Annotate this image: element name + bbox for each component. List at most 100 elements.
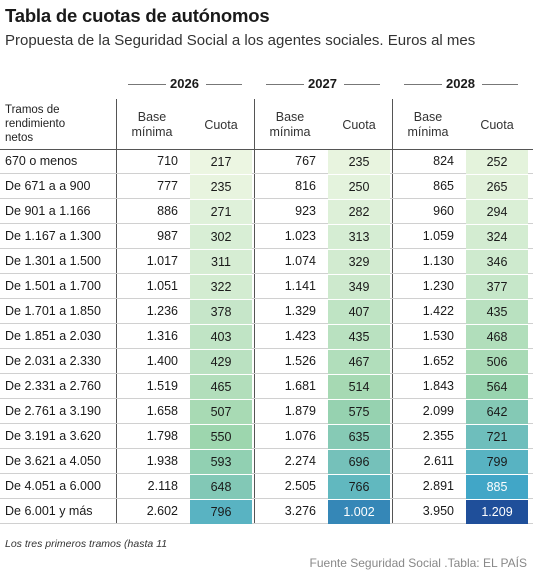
base-minima-cell: 2.505	[284, 479, 316, 493]
row-label: De 671 a a 900	[5, 179, 91, 193]
base-minima-cell: 1.074	[284, 254, 316, 268]
base-minima-cell: 1.519	[146, 379, 178, 393]
base-minima-cell: 1.230	[422, 279, 454, 293]
base-minima-cell: 2.099	[422, 404, 454, 418]
year-rule-right	[344, 84, 380, 85]
cuota-cell: 429	[190, 350, 252, 374]
row-rule	[0, 423, 533, 424]
cuota-cell: 377	[466, 275, 528, 299]
base-minima-cell: 1.658	[146, 404, 178, 418]
row-rule	[0, 523, 533, 524]
row-rule	[0, 223, 533, 224]
cuota-cell: 721	[466, 425, 528, 449]
cuota-cell: 302	[190, 225, 252, 249]
tramos-header: Tramos de rendimiento netos	[5, 103, 65, 145]
base-minima-cell: 2.891	[422, 479, 454, 493]
base-minima-cell: 886	[157, 204, 178, 218]
base-header-line-1: Base	[275, 110, 305, 124]
year-rule-left	[128, 84, 166, 85]
row-label: De 1.167 a 1.300	[5, 229, 101, 243]
row-rule	[0, 173, 533, 174]
base-minima-cell: 824	[433, 154, 454, 168]
chart-title: Tabla de cuotas de autónomos	[5, 5, 270, 26]
base-minima-cell: 1.141	[284, 279, 316, 293]
cuota-cell: 282	[328, 200, 390, 224]
cuota-cell: 506	[466, 350, 528, 374]
base-minima-cell: 1.652	[422, 354, 454, 368]
cuota-cell: 346	[466, 250, 528, 274]
base-minima-cell: 1.023	[284, 229, 316, 243]
base-minima-cell: 2.611	[423, 454, 454, 468]
year-rule-right	[206, 84, 242, 85]
base-minima-cell: 1.422	[422, 304, 454, 318]
row-label: De 6.001 y más	[5, 504, 93, 518]
cuota-cell: 311	[190, 250, 252, 274]
base-minima-header-2027: Base mínima	[260, 110, 320, 140]
row-rule	[0, 198, 533, 199]
cuota-cell: 435	[466, 300, 528, 324]
row-rule	[0, 448, 533, 449]
column-divider-2027	[254, 99, 255, 523]
base-header-line-1: Base	[137, 110, 167, 124]
base-minima-cell: 987	[157, 229, 178, 243]
cuota-cell: 313	[328, 225, 390, 249]
cuota-cell: 378	[190, 300, 252, 324]
row-rule	[0, 498, 533, 499]
year-rule-left	[266, 84, 304, 85]
cuota-cell: 564	[466, 375, 528, 399]
cuota-cell: 294	[466, 200, 528, 224]
cuota-cell: 799	[466, 450, 528, 474]
cuota-cell: 1.002	[328, 500, 390, 524]
cuota-cell: 642	[466, 400, 528, 424]
row-label: De 2.331 a 2.760	[5, 379, 101, 393]
cuota-cell: 468	[466, 325, 528, 349]
cuota-cell: 550	[190, 425, 252, 449]
column-divider-2026	[116, 99, 117, 523]
year-header-2026: 2026	[128, 76, 242, 92]
base-minima-cell: 1.059	[422, 229, 454, 243]
tramos-header-line-2: rendimiento	[5, 118, 66, 130]
base-minima-cell: 1.130	[422, 254, 454, 268]
row-rule	[0, 273, 533, 274]
row-label: De 4.051 a 6.000	[5, 479, 101, 493]
base-header-line-2: mínima	[407, 125, 449, 139]
base-minima-cell: 2.274	[284, 454, 316, 468]
base-minima-cell: 1.400	[146, 354, 178, 368]
row-label: De 2.761 a 3.190	[5, 404, 101, 418]
base-minima-cell: 2.118	[147, 479, 178, 493]
base-minima-cell: 923	[295, 204, 316, 218]
base-minima-cell: 865	[433, 179, 454, 193]
year-header-2028: 2028	[404, 76, 518, 92]
base-minima-cell: 1.879	[284, 404, 316, 418]
tramos-header-line-3: netos	[5, 132, 34, 144]
base-minima-header-2026: Base mínima	[122, 110, 182, 140]
base-minima-cell: 2.355	[422, 429, 454, 443]
year-label-2027: 2027	[308, 76, 337, 91]
base-minima-cell: 1.681	[284, 379, 316, 393]
year-rule-right	[482, 84, 518, 85]
row-rule	[0, 248, 533, 249]
base-header-line-1: Base	[413, 110, 443, 124]
cuota-cell: 217	[190, 150, 252, 174]
header-rule	[0, 149, 533, 150]
year-label-2026: 2026	[170, 76, 199, 91]
cuota-cell: 271	[190, 200, 252, 224]
cuota-header-2028: Cuota	[480, 118, 514, 132]
cuota-cell: 593	[190, 450, 252, 474]
column-divider-2028	[392, 99, 393, 523]
row-label: De 1.851 a 2.030	[5, 329, 101, 343]
footnote: Los tres primeros tramos (hasta 11	[5, 538, 168, 550]
base-minima-cell: 1.236	[146, 304, 178, 318]
cuota-cell: 635	[328, 425, 390, 449]
base-minima-cell: 1.051	[146, 279, 178, 293]
row-label: 670 o menos	[5, 154, 78, 168]
base-minima-header-2028: Base mínima	[398, 110, 458, 140]
cuota-cell: 467	[328, 350, 390, 374]
cuota-cell: 265	[466, 175, 528, 199]
year-rule-left	[404, 84, 442, 85]
base-minima-cell: 1.423	[284, 329, 316, 343]
cuota-cell: 766	[328, 475, 390, 499]
base-minima-cell: 1.017	[146, 254, 178, 268]
cuota-cell: 465	[190, 375, 252, 399]
row-rule	[0, 398, 533, 399]
